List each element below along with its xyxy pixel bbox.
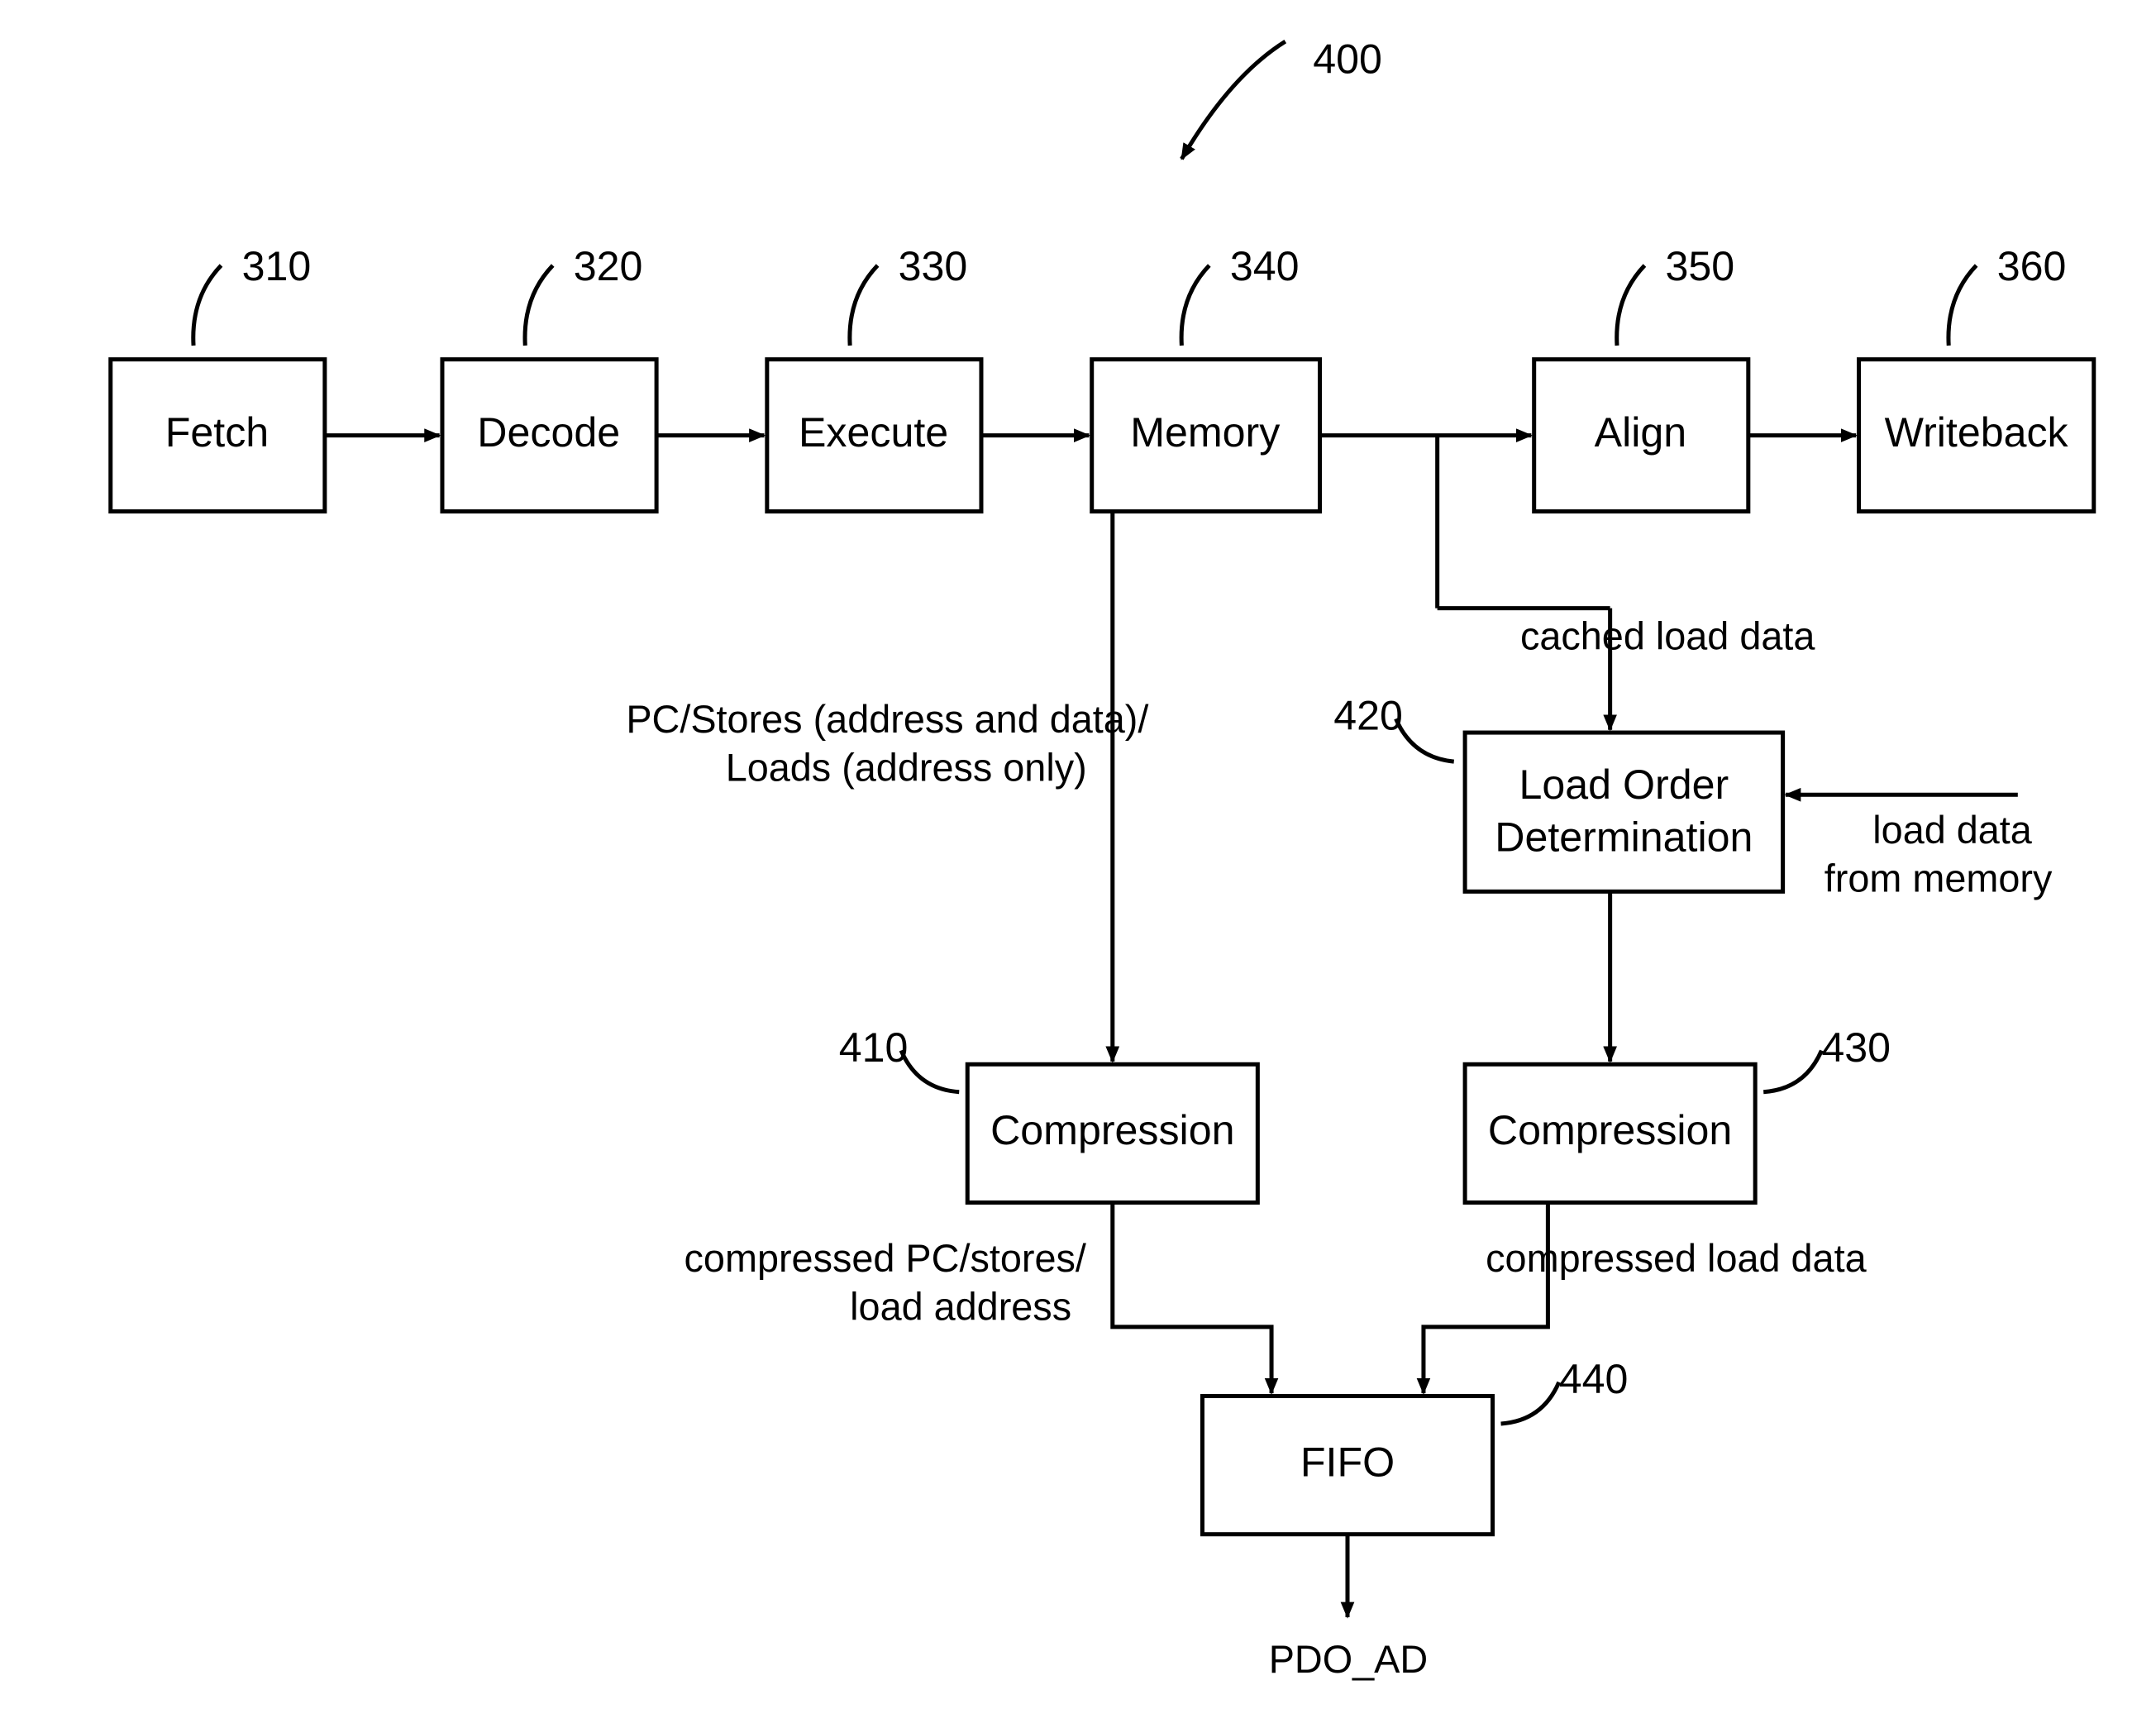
align-ref: 350: [1666, 243, 1735, 289]
edge-comp1-fifo: [1113, 1202, 1271, 1393]
node-memory: Memory 340: [1092, 243, 1320, 511]
node-execute: Execute 330: [767, 243, 981, 511]
pc-stores-label-1: PC/Stores (address and data)/: [626, 698, 1148, 741]
node-writeback: Writeback 360: [1859, 243, 2094, 511]
memory-label: Memory: [1130, 409, 1280, 456]
ref-400-label: 400: [1313, 36, 1382, 82]
diagram-root: 400 Fetch 310 Decode 320 Execute 330 Mem…: [0, 0, 2156, 1728]
comp2-label: Compression: [1488, 1107, 1732, 1153]
node-decode: Decode 320: [442, 243, 656, 511]
execute-ref: 330: [899, 243, 968, 289]
load-order-label-2: Determination: [1495, 814, 1753, 861]
fifo-label: FIFO: [1300, 1439, 1395, 1485]
fetch-label: Fetch: [165, 409, 269, 456]
node-align: Align 350: [1534, 243, 1748, 511]
node-fifo: FIFO 440: [1202, 1356, 1628, 1535]
load-order-label-1: Load Order: [1519, 761, 1729, 808]
decode-label: Decode: [477, 409, 620, 456]
pc-stores-label-2: Loads (address only): [726, 747, 1087, 790]
align-label: Align: [1595, 409, 1687, 456]
compressed-load-label: compressed load data: [1486, 1237, 1867, 1280]
compressed-pc-label-1: compressed PC/stores/: [684, 1237, 1086, 1280]
compressed-pc-label-2: load address: [850, 1286, 1071, 1329]
fetch-ref: 310: [242, 243, 312, 289]
pdo-ad-label: PDO_AD: [1269, 1638, 1428, 1681]
load-order-ref: 420: [1333, 693, 1403, 739]
writeback-label: Writeback: [1885, 409, 2069, 456]
node-compression-2: Compression 430: [1465, 1024, 1891, 1203]
node-fetch: Fetch 310: [111, 243, 325, 511]
comp2-ref: 430: [1821, 1024, 1891, 1071]
decode-ref: 320: [574, 243, 643, 289]
node-load-order: Load Order Determination 420: [1333, 693, 1782, 892]
writeback-ref: 360: [1997, 243, 2067, 289]
load-data-label-1: load data: [1872, 809, 2033, 852]
fifo-ref: 440: [1559, 1356, 1629, 1402]
memory-ref: 340: [1230, 243, 1300, 289]
node-compression-1: Compression 410: [839, 1024, 1258, 1203]
load-data-label-2: from memory: [1824, 857, 2053, 900]
edge-comp2-fifo: [1424, 1202, 1548, 1393]
cached-load-data-label: cached load data: [1520, 615, 1815, 658]
comp1-label: Compression: [990, 1107, 1234, 1153]
execute-label: Execute: [799, 409, 948, 456]
figure-ref-400: 400: [1181, 36, 1381, 159]
comp1-ref: 410: [839, 1024, 909, 1071]
